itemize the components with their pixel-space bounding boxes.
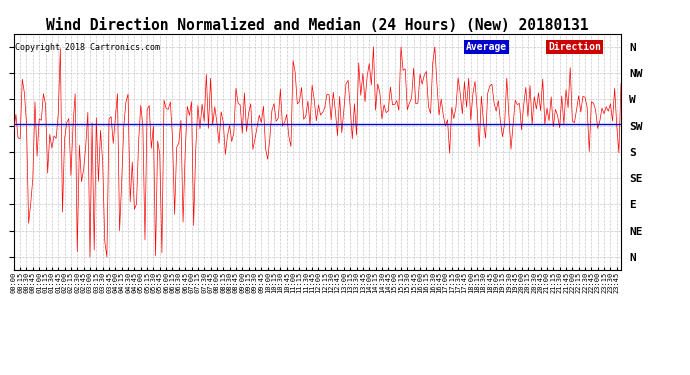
- Title: Wind Direction Normalized and Median (24 Hours) (New) 20180131: Wind Direction Normalized and Median (24…: [46, 18, 589, 33]
- Text: Copyright 2018 Cartronics.com: Copyright 2018 Cartronics.com: [15, 43, 160, 52]
- Text: Direction: Direction: [548, 42, 601, 52]
- Text: Average: Average: [466, 42, 507, 52]
